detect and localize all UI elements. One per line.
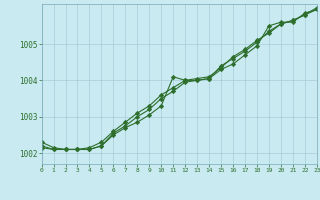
Text: Graphe pression niveau de la mer (hPa): Graphe pression niveau de la mer (hPa): [58, 184, 262, 193]
